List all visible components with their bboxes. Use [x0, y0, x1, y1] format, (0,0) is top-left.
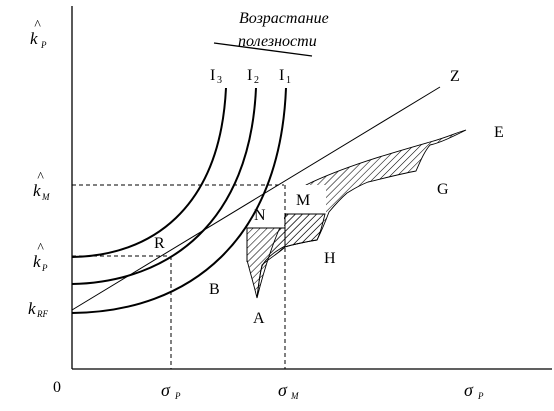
point-h-label: H	[324, 250, 336, 267]
utility-title-line-1: Возрастание	[239, 10, 329, 27]
origin-label: 0	[53, 379, 61, 396]
point-g-label: G	[437, 181, 449, 198]
efficient-set-white-block-2	[247, 214, 284, 228]
indifference-curve-i1	[71, 87, 287, 314]
y-axis-top-label: ^ k P	[30, 18, 47, 50]
capital-market-line	[71, 86, 441, 311]
utility-title-line-2: полезности	[238, 33, 317, 50]
kp-label: ^ k P	[33, 241, 48, 273]
krf-label: k RF	[28, 299, 48, 319]
point-z-label: Z	[450, 68, 460, 85]
efficient-set-mid-hatch	[284, 213, 326, 248]
point-n-label: N	[254, 207, 266, 224]
point-m-label: M	[296, 192, 311, 209]
efficient-set-white-block	[247, 185, 326, 214]
point-b-label: B	[209, 281, 220, 298]
indifference-curve-i2	[71, 87, 257, 285]
utility-direction-line	[213, 42, 313, 57]
indifference-curve-i3	[71, 87, 227, 258]
point-r-label: R	[154, 235, 165, 252]
km-label: ^ k M	[33, 170, 50, 202]
efficient-set-lower-hatch	[246, 227, 286, 299]
point-e-label: E	[494, 124, 504, 141]
point-a-label: A	[253, 310, 265, 327]
